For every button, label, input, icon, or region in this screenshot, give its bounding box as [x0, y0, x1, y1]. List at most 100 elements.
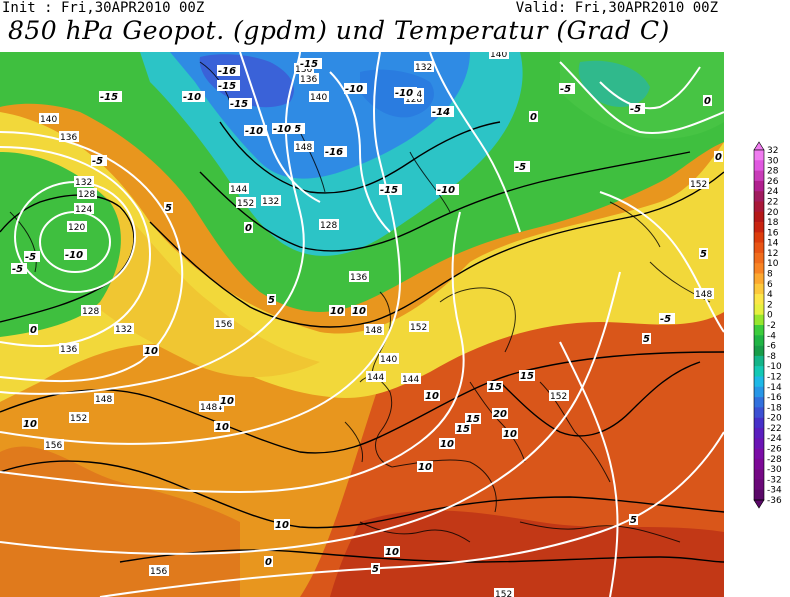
temperature-label: -15 [380, 185, 398, 196]
legend-tick-label: 14 [767, 239, 779, 249]
temperature-label: -5 [560, 84, 571, 95]
geopotential-label: 148 [95, 395, 112, 405]
legend-swatch [754, 376, 764, 388]
temperature-label: 5 [630, 515, 637, 526]
legend-tick-label: 8 [767, 270, 773, 280]
temperature-label: 10 [503, 429, 517, 440]
temperature-label: 10 [275, 520, 289, 531]
legend-tick-label: -4 [767, 331, 776, 341]
geopotential-label: 148 [695, 290, 712, 300]
temperature-label: -5 [92, 156, 103, 167]
temperature-label: -5 [25, 252, 36, 263]
geopotential-label: 128 [78, 190, 95, 200]
temperature-label: -15 [218, 81, 236, 92]
legend-tick-label: -28 [767, 455, 782, 465]
geopotential-label: 120 [68, 223, 85, 233]
geopotential-label: 132 [415, 63, 432, 73]
geopotential-label: 144 [367, 373, 384, 383]
legend-tick-label: -2 [767, 321, 776, 331]
geopotential-label: 132 [115, 325, 132, 335]
geopotential-label: 152 [410, 323, 427, 333]
geopotential-label: 136 [295, 65, 312, 75]
legend-swatch [754, 294, 764, 305]
geopotential-label: 152 [237, 199, 254, 209]
legend-swatch [754, 366, 764, 377]
geopotential-label: 140 [380, 355, 397, 365]
legend-tick-label: -8 [767, 352, 776, 362]
legend-swatch [754, 283, 764, 295]
temperature-label: 10 [23, 419, 37, 430]
geopotential-label: 148 [295, 143, 312, 153]
legend-tick-label: -32 [767, 475, 782, 485]
legend-swatch [754, 407, 764, 418]
geopotential-label: 152 [495, 590, 512, 597]
geopotential-label: 156 [215, 320, 232, 330]
legend-tick-label: -6 [767, 342, 776, 352]
legend-swatch [754, 180, 764, 192]
legend-arrow-top [753, 141, 765, 151]
legend-tick-label: 12 [767, 249, 778, 259]
geopotential-label: 148 [200, 403, 217, 413]
init-time-label: Init : Fri,30APR2010 00Z [2, 0, 205, 16]
legend-swatch [754, 458, 764, 470]
temperature-label: 10 [330, 306, 344, 317]
temperature-label: 10 [215, 422, 229, 433]
legend-swatch [754, 489, 764, 501]
legend-swatch [754, 469, 764, 480]
temperature-label: -15 [100, 92, 118, 103]
legend-swatch [754, 201, 764, 213]
very-hot-region [330, 510, 724, 597]
legend-swatch [754, 438, 764, 449]
legend-swatch [754, 355, 764, 367]
temperature-label: 10 [144, 346, 158, 357]
legend-tick-label: 30 [767, 156, 779, 166]
yellow-west-ocean [80, 192, 320, 377]
temperature-label: -5 [515, 162, 526, 173]
temperature-label: -16 [325, 147, 343, 158]
temperature-label: 10 [385, 547, 399, 558]
legend-tick-label: 28 [767, 167, 779, 177]
temperature-label: 0 [704, 96, 711, 107]
chart-header: Init : Fri,30APR2010 00Z Valid: Fri,30AP… [0, 0, 790, 52]
legend-tick-label: 32 [767, 146, 778, 156]
geopotential-label: 128 [82, 307, 99, 317]
legend-swatch [754, 160, 764, 171]
legend-tick-label: 18 [767, 218, 779, 228]
color-legend: 32 30 28 26 24 22 20 18 16 14 12 10 8 6 4 2 0 -2 -4 -6 -8 -10… [752, 141, 790, 512]
legend-tick-label: -24 [767, 434, 782, 444]
temperature-label: 5 [372, 564, 379, 575]
legend-tick-label: 4 [767, 290, 773, 300]
geopotential-label: 140 [40, 115, 57, 125]
geopotential-label: 152 [550, 392, 567, 402]
temperature-label: 10 [440, 439, 454, 450]
temperature-labels: -5 -10 -15 -16 -15 -15 -16 -15 -14 -10 -10 -10 -15 -1… [11, 58, 723, 575]
legend-swatch [754, 273, 764, 285]
legend-swatch [754, 232, 764, 243]
geopotential-label: 140 [490, 52, 507, 60]
temperature-label: -5 [660, 314, 671, 325]
temperature-label: -10 [345, 84, 363, 95]
south-west-warm [0, 446, 240, 597]
legend-tick-label: 2 [767, 300, 773, 310]
legend-tick-label: -10 [767, 362, 782, 372]
geopotential-label: 140 [310, 93, 327, 103]
temperature-label: 10 [425, 391, 439, 402]
east-cyan-patch [578, 60, 650, 107]
legend-tick-label: -12 [767, 372, 782, 382]
temperature-label: -16 [218, 66, 236, 77]
geopotential-label: 144 [230, 185, 247, 195]
legend-swatch [754, 325, 764, 336]
temperature-label: -15 [300, 59, 318, 70]
legend-swatch [754, 386, 764, 398]
temperature-label: 5 [643, 334, 650, 345]
legend-tick-label: -30 [767, 465, 782, 475]
legend-tick-label: 22 [767, 197, 778, 207]
legend-swatch [754, 479, 764, 491]
geopotential-label: 156 [45, 441, 62, 451]
legend-swatch [754, 397, 764, 408]
geopotential-label: 132 [75, 178, 92, 188]
legend-tick-label: 0 [767, 311, 773, 321]
temperature-label: -14 [432, 107, 450, 118]
temperature-label: -10 [395, 88, 413, 99]
geopotential-label: 136 [300, 75, 317, 85]
